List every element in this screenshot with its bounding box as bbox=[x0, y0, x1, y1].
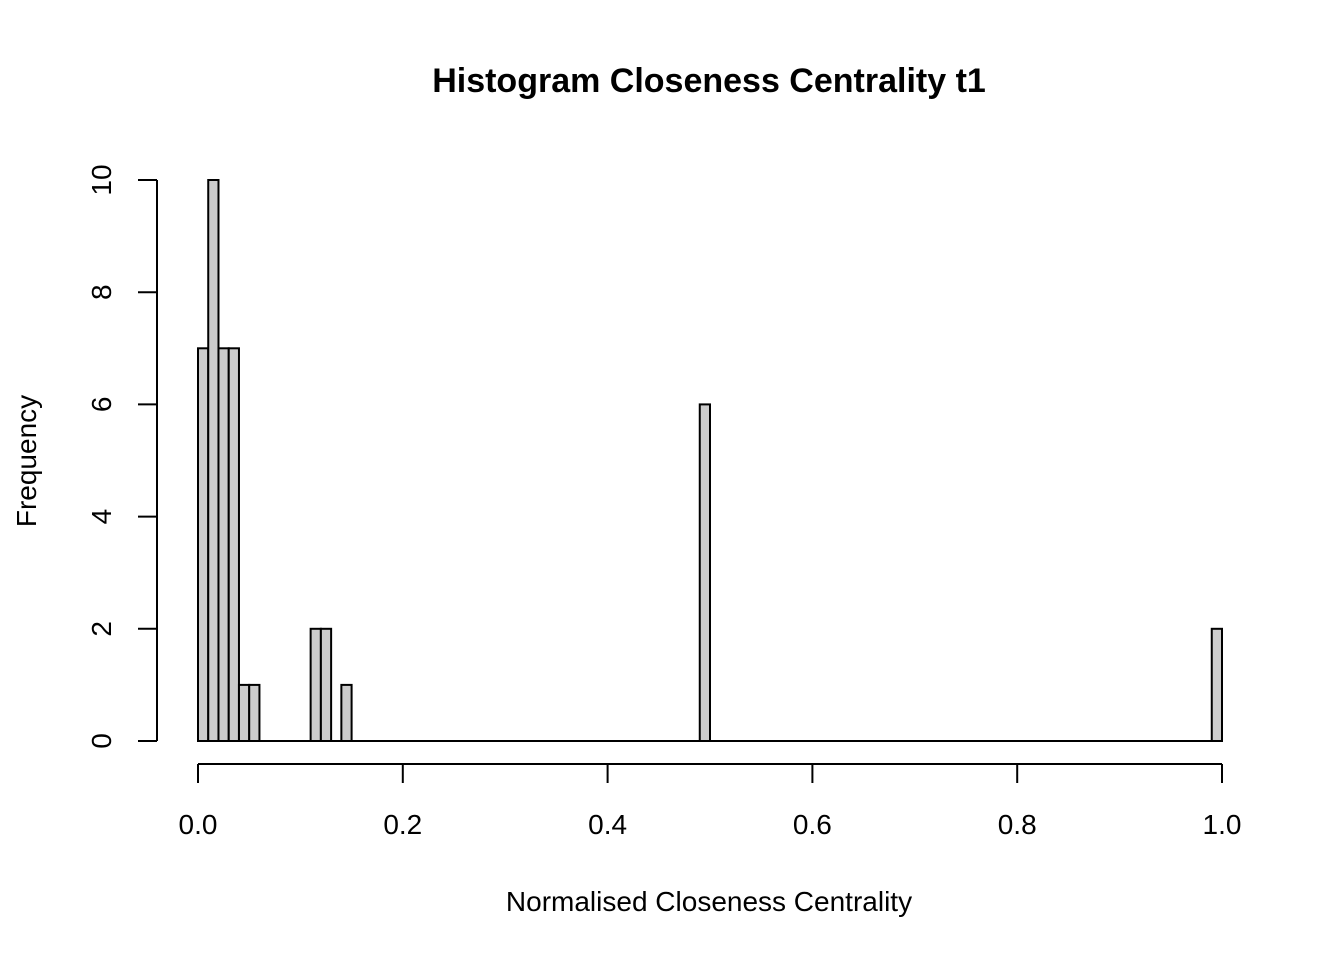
histogram-bar bbox=[319, 627, 333, 742]
histogram-bar bbox=[227, 347, 240, 742]
histogram-bar bbox=[197, 347, 210, 742]
x-tick-label: 0.0 bbox=[179, 809, 218, 840]
y-tick-label: 8 bbox=[86, 284, 117, 300]
x-axis: 0.0 0.2 0.4 0.6 0.8 1.0 bbox=[179, 763, 1242, 840]
histogram-bar bbox=[207, 179, 220, 742]
x-tick-label: 0.4 bbox=[588, 809, 627, 840]
chart-title: Histogram Closeness Centrality t1 bbox=[432, 62, 986, 100]
y-axis-label: Frequency bbox=[11, 395, 42, 527]
x-tick-label: 0.6 bbox=[793, 809, 832, 840]
histogram-bars bbox=[197, 179, 1224, 743]
y-tick-label: 0 bbox=[86, 733, 117, 749]
x-tick-label: 0.2 bbox=[383, 809, 422, 840]
x-axis-label: Normalised Closeness Centrality bbox=[506, 886, 912, 917]
histogram-bar bbox=[217, 347, 230, 742]
y-axis: 0 2 4 6 8 10 bbox=[86, 164, 158, 749]
histogram-bar bbox=[1210, 627, 1224, 742]
x-tick-label: 0.8 bbox=[998, 809, 1037, 840]
histogram-bar bbox=[237, 683, 251, 743]
histogram-bar bbox=[340, 683, 353, 743]
y-tick-label: 2 bbox=[86, 621, 117, 637]
y-tick-label: 10 bbox=[86, 164, 117, 195]
histogram-bar bbox=[309, 627, 322, 742]
histogram-bar bbox=[698, 403, 712, 742]
y-tick-label: 4 bbox=[86, 509, 117, 525]
y-tick-label: 6 bbox=[86, 397, 117, 413]
histogram-bar bbox=[248, 683, 261, 743]
x-tick-label: 1.0 bbox=[1203, 809, 1242, 840]
